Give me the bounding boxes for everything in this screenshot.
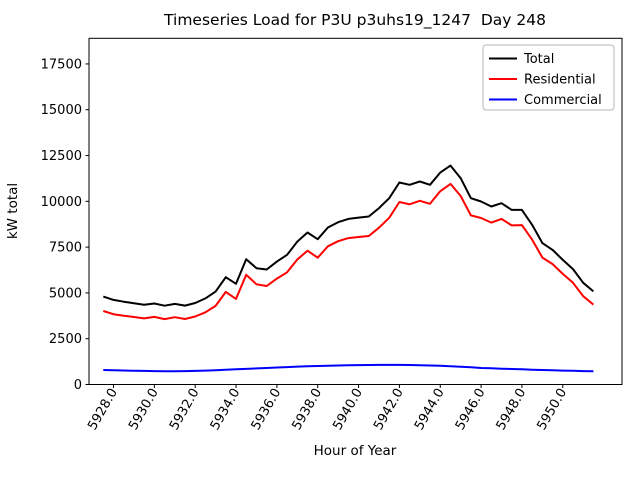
- y-tick-label: 7500: [49, 241, 82, 256]
- x-tick-label: 5928.0: [85, 386, 121, 433]
- y-tick-label: 15000: [41, 103, 82, 118]
- x-tick-label: 5934.0: [208, 386, 244, 433]
- y-axis-label: kW total: [5, 183, 21, 239]
- y-axis-ticks: 0 2500 5000 7500 10000 12500 15000 17500: [41, 57, 89, 393]
- y-tick-label: 12500: [41, 149, 82, 164]
- legend-box: [482, 44, 615, 111]
- x-axis-ticks: 5928.0 5930.0 5932.0 5934.0 5936.0 5938.0 5940…: [85, 384, 571, 433]
- chart-title: Timeseries Load for P3U p3uhs19_1247 Day…: [163, 11, 546, 30]
- series-line-residential: [103, 182, 595, 321]
- axes-frame: [88, 37, 623, 386]
- x-tick-label: 5936.0: [249, 386, 285, 433]
- x-tick-label: 5950.0: [535, 386, 571, 433]
- x-tick-label: 5930.0: [126, 386, 162, 433]
- series-line-total: [102, 164, 595, 307]
- x-tick-label: 5944.0: [412, 386, 448, 433]
- y-tick-label: 2500: [49, 332, 82, 347]
- y-tick-label: 17500: [41, 57, 82, 72]
- legend-label-total: Total: [523, 52, 554, 67]
- x-tick-label: 5932.0: [167, 386, 203, 433]
- x-axis-label: Hour of Year: [314, 443, 397, 459]
- x-tick-label: 5946.0: [453, 386, 489, 433]
- x-tick-label: 5948.0: [494, 386, 530, 433]
- x-tick-label: 5942.0: [371, 386, 407, 433]
- legend-label-commercial: Commercial: [524, 93, 602, 108]
- legend-label-residential: Residential: [524, 73, 596, 88]
- x-tick-label: 5938.0: [289, 386, 325, 433]
- legend: Total Residential Commercial: [482, 44, 615, 111]
- y-tick-label: 5000: [49, 286, 82, 301]
- data-series: [102, 164, 595, 373]
- x-tick-label: 5940.0: [330, 386, 366, 433]
- series-line-commercial: [103, 363, 594, 373]
- y-tick-label: 10000: [41, 195, 82, 210]
- y-tick-label: 0: [74, 378, 82, 393]
